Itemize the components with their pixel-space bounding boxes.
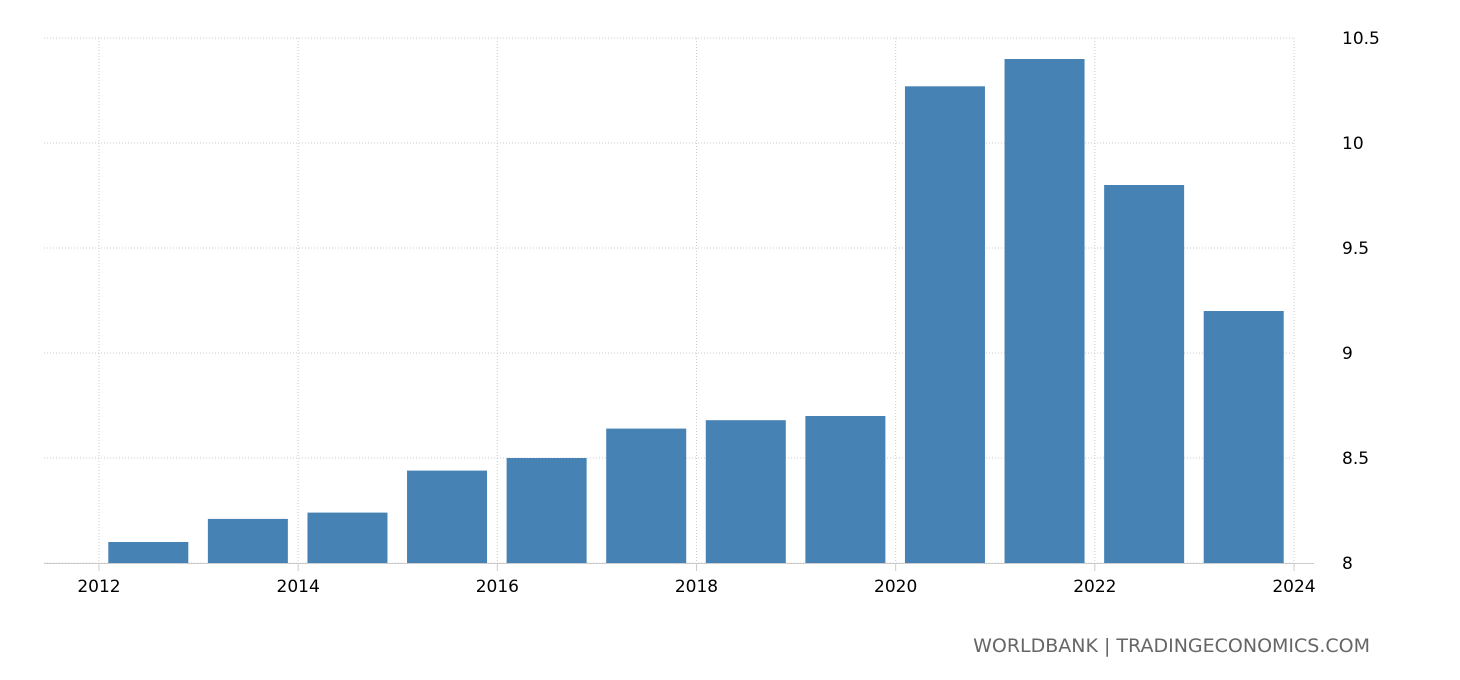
x-tick-label: 2014 bbox=[277, 577, 320, 597]
bar-2020 bbox=[904, 86, 985, 564]
x-tick-label: 2016 bbox=[476, 577, 519, 597]
x-tick-label: 2012 bbox=[77, 577, 120, 597]
bar-2016 bbox=[506, 458, 587, 563]
x-tick-label: 2018 bbox=[675, 577, 718, 597]
y-tick-label: 10 bbox=[1342, 134, 1364, 154]
source-credit: WORLDBANK | TRADINGECONOMICS.COM bbox=[973, 635, 1370, 657]
grid-lines bbox=[44, 37, 1295, 564]
bars bbox=[108, 59, 1284, 564]
y-tick-label: 9.5 bbox=[1342, 239, 1369, 259]
bar-2017 bbox=[606, 428, 687, 563]
y-tick-label: 8.5 bbox=[1342, 449, 1369, 469]
bar-2013 bbox=[207, 518, 288, 563]
y-axis-labels: 8 8.5 9 9.5 10 10.5 bbox=[1342, 29, 1380, 574]
x-tick-label: 2020 bbox=[874, 577, 917, 597]
bar-2018 bbox=[705, 420, 786, 563]
y-tick-label: 9 bbox=[1342, 344, 1353, 364]
bar-2012 bbox=[108, 542, 189, 563]
bar-2022 bbox=[1104, 185, 1185, 563]
bar-2015 bbox=[407, 470, 488, 563]
x-tick-label: 2022 bbox=[1073, 577, 1116, 597]
bar-2014 bbox=[307, 512, 388, 563]
y-tick-label: 10.5 bbox=[1342, 29, 1380, 49]
bar-2023 bbox=[1203, 311, 1284, 563]
bar-2021 bbox=[1004, 59, 1085, 563]
x-axis-labels: 2012 2014 2016 2018 2020 2022 2024 bbox=[77, 577, 1315, 597]
x-axis bbox=[44, 563, 1314, 571]
x-tick-label: 2024 bbox=[1272, 577, 1315, 597]
bar-2019 bbox=[805, 416, 886, 563]
y-tick-label: 8 bbox=[1342, 554, 1353, 574]
